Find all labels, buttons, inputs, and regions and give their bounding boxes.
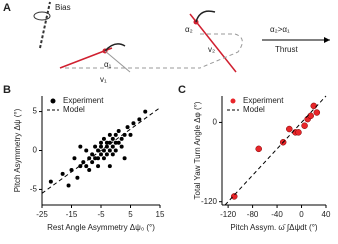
- label: α₁: [104, 60, 112, 69]
- point: [313, 109, 321, 116]
- point: [116, 129, 121, 134]
- x-tick-label: 5: [128, 210, 133, 219]
- x-axis-label: Rest Angle Asymmetry Δψ₀ (°): [47, 223, 155, 232]
- point: [72, 156, 77, 161]
- point: [90, 152, 95, 157]
- bias-body: [33, 11, 51, 21]
- x-tick-label: -80: [247, 210, 259, 219]
- point: [104, 152, 109, 157]
- point: [66, 183, 71, 188]
- model-line: [224, 95, 327, 206]
- point: [60, 171, 65, 176]
- point: [110, 136, 115, 141]
- y-tick-label: -5: [30, 185, 38, 194]
- x-tick-label: -15: [66, 210, 78, 219]
- point: [119, 136, 124, 141]
- point: [78, 144, 83, 149]
- point: [48, 179, 53, 184]
- point: [101, 136, 106, 141]
- point: [84, 148, 89, 153]
- y-axis-label: Pitch Asymmetry Δψ (°): [13, 108, 22, 192]
- y-tick-label: 5: [33, 107, 38, 116]
- point: [125, 125, 130, 130]
- point: [116, 140, 121, 145]
- x-tick-label: -25: [36, 210, 48, 219]
- x-axis-label: Pitch Assym. ω̄ ∫Δψdt (°): [230, 223, 317, 232]
- point: [96, 164, 101, 169]
- label: v₁: [100, 75, 107, 84]
- legend-label: Experiment: [243, 96, 284, 105]
- point: [310, 102, 318, 110]
- point: [93, 144, 98, 149]
- legend-label: Model: [243, 105, 265, 114]
- point: [143, 109, 148, 114]
- point: [96, 156, 101, 161]
- point: [286, 125, 293, 133]
- point: [122, 156, 127, 161]
- y-axis-label: Total Yaw Turn Angle Δφ (°): [193, 101, 202, 199]
- legend-marker: [230, 98, 236, 104]
- label: α₂>α₁: [270, 25, 290, 34]
- point: [101, 156, 106, 161]
- label: v₂: [208, 45, 215, 54]
- point: [301, 122, 308, 129]
- label: Bias: [55, 3, 71, 12]
- path: [199, 33, 243, 69]
- arrow-head: [324, 37, 330, 43]
- y-tick-label: 0: [33, 146, 38, 155]
- point: [107, 164, 112, 169]
- point: [87, 167, 92, 172]
- point: [307, 112, 314, 120]
- point: [128, 132, 133, 137]
- point: [101, 148, 106, 153]
- point: [84, 164, 89, 169]
- point: [113, 148, 118, 153]
- wing: [104, 43, 126, 52]
- point: [78, 164, 83, 169]
- x-tick-label: -120: [220, 210, 237, 219]
- point: [110, 144, 115, 149]
- point: [131, 121, 136, 126]
- model-line: [41, 107, 161, 194]
- reference: [104, 50, 131, 73]
- point: [110, 152, 115, 157]
- panel-a: A Bias α₁ v₁ α₂ v₂ α₂>α₁ Thrust: [3, 1, 330, 84]
- x-tick-label: 40: [322, 210, 331, 219]
- y-tick-label: 0: [213, 118, 218, 127]
- point: [107, 132, 112, 137]
- panel-label: B: [3, 84, 11, 96]
- label: α₂: [185, 25, 193, 34]
- point: [99, 152, 103, 157]
- point: [230, 193, 238, 200]
- x-tick-label: -40: [271, 210, 283, 219]
- x-tick-label: 0: [299, 210, 304, 219]
- point: [119, 144, 124, 149]
- panel-label: A: [3, 2, 11, 14]
- point: [99, 144, 103, 149]
- bias-wing: [39, 1, 51, 49]
- point: [113, 132, 118, 137]
- point: [93, 156, 98, 161]
- wing: [195, 10, 216, 23]
- point: [107, 148, 112, 153]
- point: [255, 145, 262, 153]
- point: [90, 160, 95, 165]
- x-tick-label: 15: [156, 210, 165, 219]
- point: [99, 140, 103, 145]
- x-tick-label: -5: [97, 210, 105, 219]
- point: [104, 140, 109, 145]
- panel-label: C: [178, 84, 186, 96]
- point: [113, 140, 118, 145]
- y-tick-label: -120: [201, 197, 218, 206]
- point: [295, 129, 302, 136]
- legend-label: Experiment: [63, 96, 104, 105]
- legend-label: Model: [63, 105, 85, 114]
- label: Thrust: [275, 45, 298, 54]
- point: [137, 117, 142, 122]
- legend-marker: [50, 98, 56, 104]
- point: [75, 175, 80, 180]
